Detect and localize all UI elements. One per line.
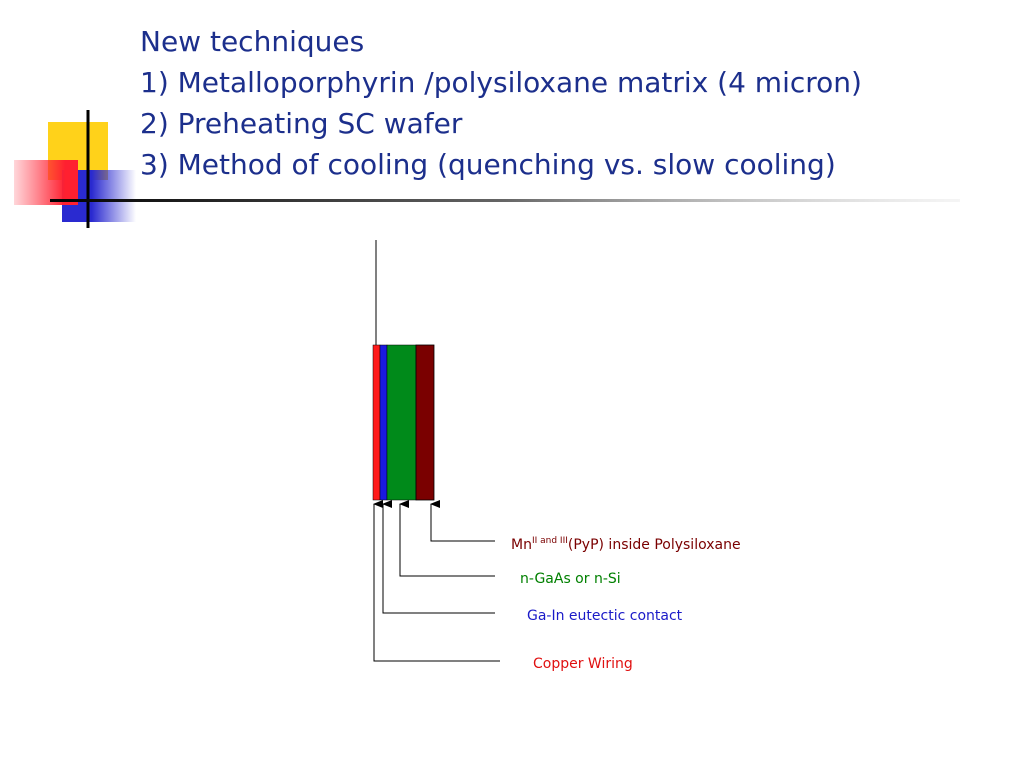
- label-semiconductor: n-GaAs or n-Si: [520, 571, 621, 587]
- decoration: [14, 110, 960, 228]
- label-part: (PyP) inside Polysiloxane: [568, 537, 741, 553]
- title-line: New techniques: [140, 25, 364, 58]
- label-superscript: II and III: [532, 536, 568, 546]
- title-line: 1) Metalloporphyrin /polysiloxane matrix…: [140, 66, 862, 99]
- title-line: 3) Method of cooling (quenching vs. slow…: [140, 148, 836, 181]
- device: [372, 240, 500, 662]
- label-wiring: Copper Wiring: [533, 656, 633, 672]
- title: New techniques 1) Metalloporphyrin /poly…: [140, 25, 862, 181]
- label-part: Mn: [511, 537, 532, 553]
- labels: MnII and III(PyP) inside Polysiloxane n-…: [511, 536, 741, 672]
- label-contact: Ga-In eutectic contact: [527, 608, 683, 624]
- label-polysiloxane: MnII and III(PyP) inside Polysiloxane: [511, 536, 741, 553]
- title-line: 2) Preheating SC wafer: [140, 107, 463, 140]
